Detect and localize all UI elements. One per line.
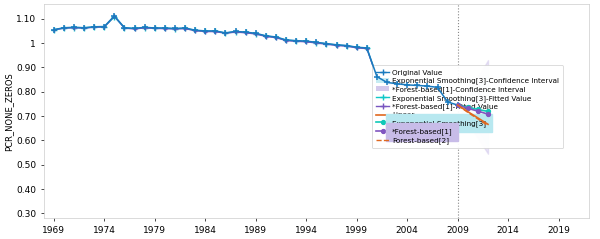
Legend: Original Value, Exponential Smoothing[3]-Confidence Interval, *Forest-based[1]-C: Original Value, Exponential Smoothing[3]… — [372, 65, 563, 148]
Y-axis label: PCR_NONE_ZEROS: PCR_NONE_ZEROS — [4, 72, 13, 151]
